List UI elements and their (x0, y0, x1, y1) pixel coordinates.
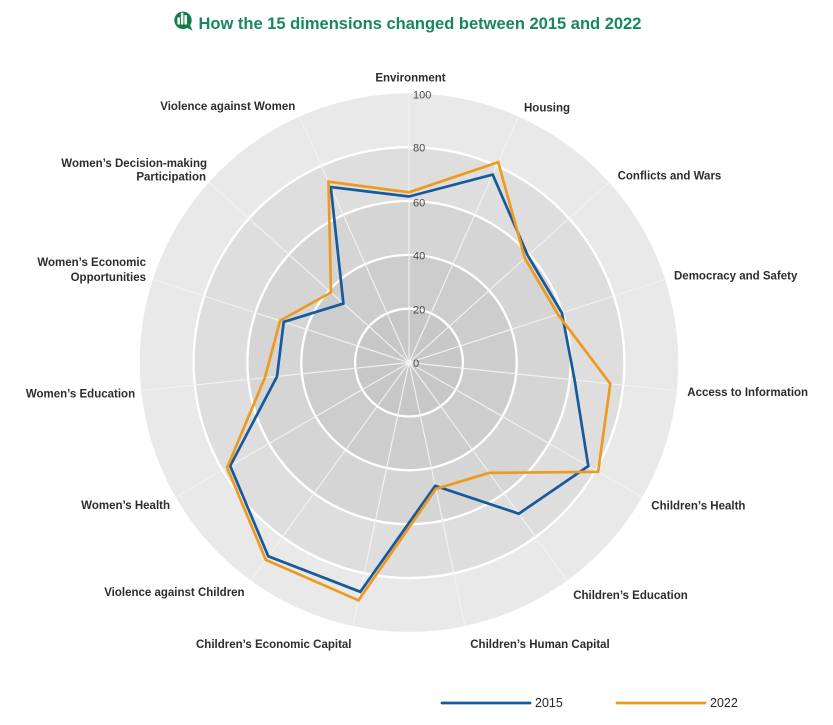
svg-text:Children’s Human Capital: Children’s Human Capital (470, 639, 610, 651)
svg-text:Children’s Health: Children’s Health (651, 500, 745, 512)
svg-text:Women’s Economic: Women’s Economic (37, 257, 146, 269)
svg-text:2015: 2015 (535, 696, 563, 710)
svg-text:Housing: Housing (524, 102, 570, 114)
svg-text:100: 100 (413, 90, 431, 102)
svg-text:Violence against Women: Violence against Women (160, 101, 295, 113)
svg-text:Participation: Participation (136, 171, 206, 183)
svg-text:Women’s Education: Women’s Education (26, 389, 135, 401)
svg-text:Democracy and Safety: Democracy and Safety (674, 270, 798, 282)
svg-text:Conflicts and Wars: Conflicts and Wars (618, 171, 722, 183)
svg-text:80: 80 (413, 142, 425, 154)
svg-text:40: 40 (413, 251, 425, 263)
svg-text:Opportunities: Opportunities (71, 272, 146, 284)
svg-text:Access to Information: Access to Information (687, 387, 808, 399)
svg-text:2022: 2022 (710, 696, 738, 710)
svg-text:Children’s Economic Capital: Children’s Economic Capital (196, 639, 352, 651)
svg-text:60: 60 (413, 198, 425, 210)
svg-text:0: 0 (413, 358, 419, 370)
svg-text:20: 20 (413, 305, 425, 317)
svg-text:Children’s Education: Children’s Education (573, 590, 688, 602)
svg-text:Women’s Health: Women’s Health (81, 500, 170, 512)
svg-text:Environment: Environment (375, 73, 445, 85)
svg-text:Violence against Children: Violence against Children (104, 587, 244, 599)
svg-text:How the 15 dimensions changed: How the 15 dimensions changed between 20… (199, 15, 642, 33)
svg-text:Women’s Decision-making: Women’s Decision-making (61, 158, 207, 170)
